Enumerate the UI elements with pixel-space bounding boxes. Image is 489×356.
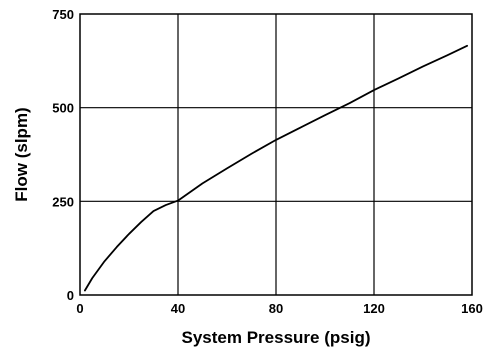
y-tick-label-250: 250 — [52, 194, 74, 209]
x-tick-label-160: 160 — [461, 301, 483, 316]
x-tick-label-0: 0 — [76, 301, 83, 316]
y-tick-label-750: 750 — [52, 7, 74, 22]
plot-frame — [79, 13, 473, 296]
tick-labels: 0 40 80 120 160 0 250 500 750 — [52, 7, 483, 316]
grid-lines — [80, 14, 472, 295]
y-tick-label-0: 0 — [67, 288, 74, 303]
x-tick-label-80: 80 — [269, 301, 283, 316]
series-line-0 — [84, 44, 469, 292]
y-tick-label-500: 500 — [52, 101, 74, 116]
x-axis-title: System Pressure (psig) — [182, 328, 371, 347]
y-axis-title: Flow (slpm) — [12, 107, 31, 201]
x-tick-label-120: 120 — [363, 301, 385, 316]
series-layer — [84, 44, 469, 292]
x-tick-label-40: 40 — [171, 301, 185, 316]
